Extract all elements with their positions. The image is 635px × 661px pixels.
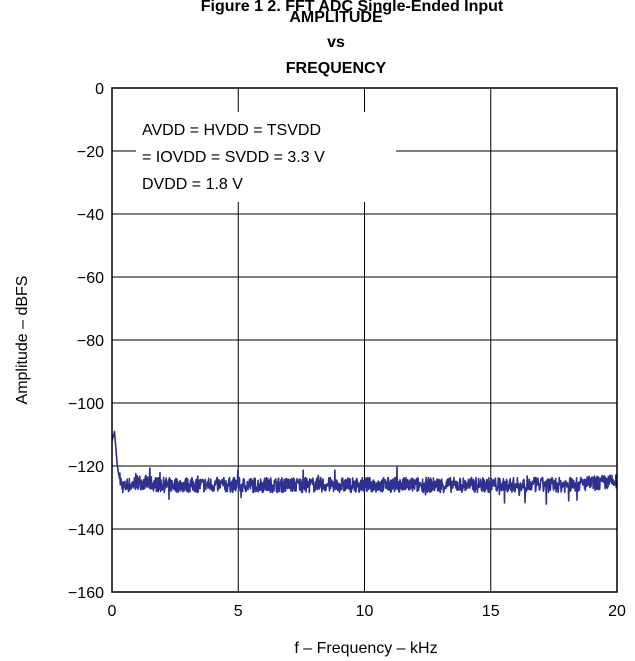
y-tick-label: −120 (68, 459, 104, 476)
x-tick-label: 20 (608, 603, 626, 620)
chart-title-line-1: AMPLITUDE (289, 9, 383, 26)
plot-frame (111, 87, 618, 593)
x-tick-label: 5 (234, 603, 243, 620)
y-tick-label: −40 (77, 207, 104, 224)
y-tick-label: −60 (77, 270, 104, 287)
annotation-line-2: = IOVDD = SVDD = 3.3 V (142, 149, 325, 166)
annotation-line-3: DVDD = 1.8 V (142, 176, 243, 193)
y-tick-labels: 0 −20 −40 −60 −80 −100 −120 −140 −160 (68, 81, 104, 602)
annotation-background (136, 112, 396, 202)
y-tick-label: −80 (77, 333, 104, 350)
chart-title-line-2: vs (327, 34, 345, 51)
x-axis-label: f – Frequency – kHz (294, 640, 437, 657)
grid-lines (111, 87, 618, 593)
cut-off-caption: Figure 1 2. FFT ADC Single-Ended Input (201, 0, 504, 15)
y-tick-label: −20 (77, 144, 104, 161)
chart-title-line-3: FREQUENCY (286, 60, 387, 77)
y-axis-label: Amplitude – dBFS (14, 276, 31, 405)
y-tick-label: −140 (68, 522, 104, 539)
x-tick-label: 15 (482, 603, 500, 620)
x-tick-label: 10 (356, 603, 374, 620)
series-group (111, 430, 618, 505)
y-tick-label: 0 (95, 81, 104, 98)
x-tick-label: 0 (108, 603, 117, 620)
annotation-line-1: AVDD = HVDD = TSVDD (142, 122, 321, 139)
fft-amplitude-trace (111, 430, 618, 505)
x-tick-labels: 0 5 10 15 20 (108, 603, 626, 620)
y-tick-label: −100 (68, 396, 104, 413)
y-tick-label: −160 (68, 585, 104, 602)
